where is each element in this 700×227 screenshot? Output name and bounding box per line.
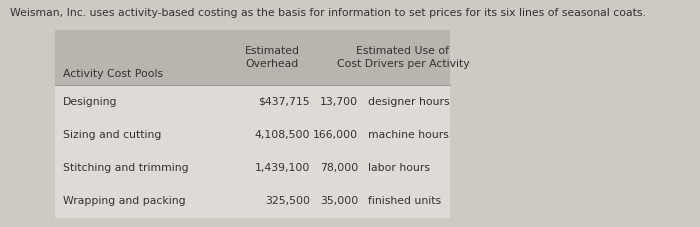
Text: 1,439,100: 1,439,100 [255, 163, 310, 173]
Bar [55, 30, 450, 85]
Text: finished units: finished units [368, 196, 441, 206]
Text: 35,000: 35,000 [320, 196, 358, 206]
Text: Estimated Use of
Cost Drivers per Activity: Estimated Use of Cost Drivers per Activi… [337, 46, 469, 69]
Bar [55, 85, 450, 218]
Text: Stitching and trimming: Stitching and trimming [63, 163, 188, 173]
Text: Estimated
Overhead: Estimated Overhead [244, 46, 300, 69]
Text: $437,715: $437,715 [258, 97, 310, 107]
Text: Designing: Designing [63, 97, 118, 107]
Text: machine hours: machine hours [368, 130, 449, 140]
Text: Wrapping and packing: Wrapping and packing [63, 196, 186, 206]
Text: 13,700: 13,700 [320, 97, 358, 107]
Text: 78,000: 78,000 [320, 163, 358, 173]
Text: 325,500: 325,500 [265, 196, 310, 206]
Text: Sizing and cutting: Sizing and cutting [63, 130, 162, 140]
Text: designer hours: designer hours [368, 97, 449, 107]
Text: labor hours: labor hours [368, 163, 430, 173]
Text: 4,108,500: 4,108,500 [255, 130, 310, 140]
Text: 166,000: 166,000 [313, 130, 358, 140]
Text: Activity Cost Pools: Activity Cost Pools [63, 69, 163, 79]
Text: Weisman, Inc. uses activity-based costing as the basis for information to set pr: Weisman, Inc. uses activity-based costin… [10, 8, 646, 18]
